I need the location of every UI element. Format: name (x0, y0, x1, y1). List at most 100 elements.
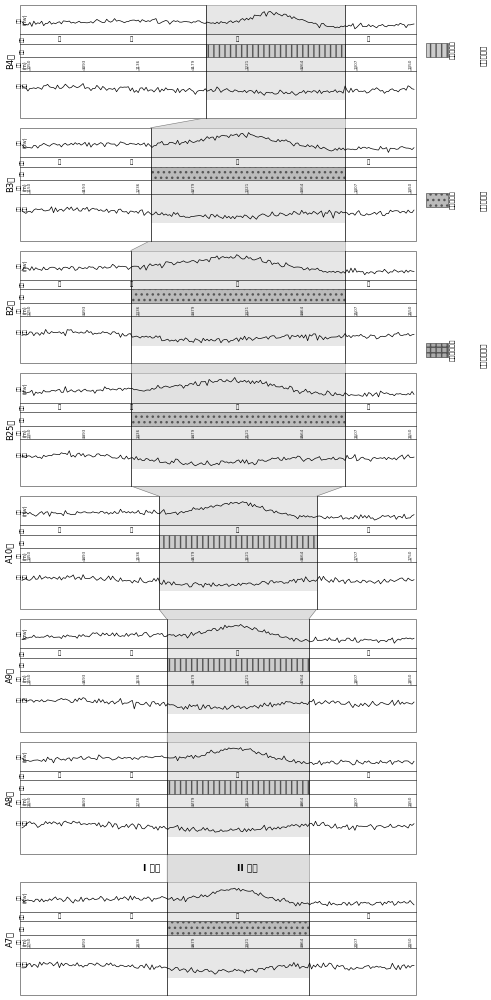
Text: 泥: 泥 (129, 773, 133, 778)
Text: 泥: 泥 (129, 527, 133, 533)
Text: 1721: 1721 (246, 673, 250, 683)
Text: 1864: 1864 (300, 796, 304, 806)
Bar (131, 289, 345, 303)
Bar (166, 648, 309, 658)
Text: 层位: 层位 (20, 416, 25, 422)
Text: 1479: 1479 (191, 427, 195, 438)
Text: 1536: 1536 (137, 550, 141, 560)
Text: 砂: 砂 (236, 914, 240, 919)
Text: 相层: 相层 (20, 159, 25, 165)
Text: 电位
(mv): 电位 (mv) (17, 505, 27, 516)
Bar (131, 316, 345, 346)
Text: 1879: 1879 (191, 936, 195, 947)
Text: 电位
(mv): 电位 (mv) (17, 891, 27, 903)
Text: 1493: 1493 (82, 550, 86, 560)
Text: 1836: 1836 (137, 936, 141, 947)
Text: 层位: 层位 (20, 925, 25, 931)
Bar (426, 193, 448, 207)
Text: 1321: 1321 (246, 182, 250, 192)
Bar (166, 619, 309, 648)
Bar (151, 167, 345, 180)
Text: 1964: 1964 (300, 936, 304, 947)
Text: 层位: 层位 (20, 784, 25, 790)
Text: 1650: 1650 (409, 427, 413, 438)
Text: II 界面: II 界面 (238, 864, 258, 873)
Text: B4井: B4井 (5, 53, 15, 69)
Text: 砂: 砂 (58, 282, 61, 287)
Text: 砂: 砂 (236, 159, 240, 165)
Text: 电位
(mv): 电位 (mv) (17, 137, 27, 148)
Text: 深度
(m): 深度 (m) (17, 183, 27, 191)
Text: 1550: 1550 (28, 673, 32, 683)
Text: 电位
(mv): 电位 (mv) (17, 750, 27, 762)
Text: 中期回沙体: 中期回沙体 (450, 191, 456, 209)
Text: 1850: 1850 (409, 673, 413, 683)
Text: 1393: 1393 (82, 427, 86, 438)
Text: 1750: 1750 (28, 936, 32, 947)
Bar (159, 496, 317, 525)
Text: 1179: 1179 (191, 59, 195, 69)
Text: 1750: 1750 (409, 550, 413, 560)
Text: I 界面: I 界面 (143, 864, 160, 873)
Bar (206, 5, 345, 34)
Text: 层位: 层位 (20, 48, 25, 54)
Polygon shape (131, 363, 345, 373)
Bar (151, 180, 345, 194)
Text: 中期回泥层: 中期回泥层 (480, 44, 486, 66)
Text: 1679: 1679 (191, 673, 195, 683)
Text: 后期河道沙体: 后期河道沙体 (480, 342, 486, 368)
Bar (206, 71, 345, 100)
Text: 1421: 1421 (246, 305, 250, 315)
Text: 1236: 1236 (137, 182, 141, 192)
Text: 深度
(m): 深度 (m) (17, 674, 27, 682)
Text: B25井: B25井 (5, 419, 15, 440)
Text: 2050: 2050 (409, 936, 413, 947)
Text: 1793: 1793 (82, 936, 86, 947)
Text: 中期回泥层: 中期回泥层 (450, 41, 456, 59)
Text: 1707: 1707 (355, 550, 358, 560)
Text: 1621: 1621 (246, 550, 250, 560)
Text: 1093: 1093 (82, 59, 86, 69)
Bar (206, 44, 345, 57)
Bar (20, 250, 416, 363)
Text: 1150: 1150 (28, 182, 32, 192)
Text: 泥: 泥 (367, 282, 370, 287)
Text: 1379: 1379 (191, 305, 195, 315)
Bar (166, 742, 309, 771)
Text: 深度
(m): 深度 (m) (17, 796, 27, 805)
Bar (20, 882, 416, 995)
Text: 自然
伽马: 自然 伽马 (17, 574, 27, 579)
Text: 相层: 相层 (20, 773, 25, 778)
Bar (166, 912, 309, 921)
Text: A10井: A10井 (5, 542, 15, 563)
Bar (131, 439, 345, 469)
Bar (166, 780, 309, 794)
Text: 1921: 1921 (246, 936, 250, 947)
Bar (166, 882, 309, 912)
Text: 1450: 1450 (28, 550, 32, 560)
Polygon shape (166, 732, 309, 742)
Bar (131, 403, 345, 412)
Text: A8井: A8井 (5, 790, 15, 806)
Text: 层位: 层位 (20, 171, 25, 176)
Bar (131, 250, 345, 280)
Text: 自然
伽马: 自然 伽马 (17, 328, 27, 334)
Text: 泥: 泥 (129, 36, 133, 42)
Bar (159, 548, 317, 562)
Text: 砂: 砂 (58, 159, 61, 165)
Text: 1521: 1521 (246, 427, 250, 438)
Text: 相层: 相层 (20, 913, 25, 919)
Text: 1564: 1564 (300, 427, 304, 438)
Bar (131, 426, 345, 439)
Text: 自然
伽马: 自然 伽马 (17, 960, 27, 966)
Text: 2007: 2007 (355, 936, 358, 947)
Bar (151, 194, 345, 223)
Bar (426, 343, 448, 357)
Bar (20, 742, 416, 854)
Text: 泥: 泥 (367, 405, 370, 410)
Bar (206, 44, 345, 57)
Text: 1550: 1550 (409, 305, 413, 315)
Text: 自然
伽马: 自然 伽马 (17, 205, 27, 211)
Text: A7井: A7井 (5, 931, 15, 947)
Text: 砂: 砂 (58, 527, 61, 533)
